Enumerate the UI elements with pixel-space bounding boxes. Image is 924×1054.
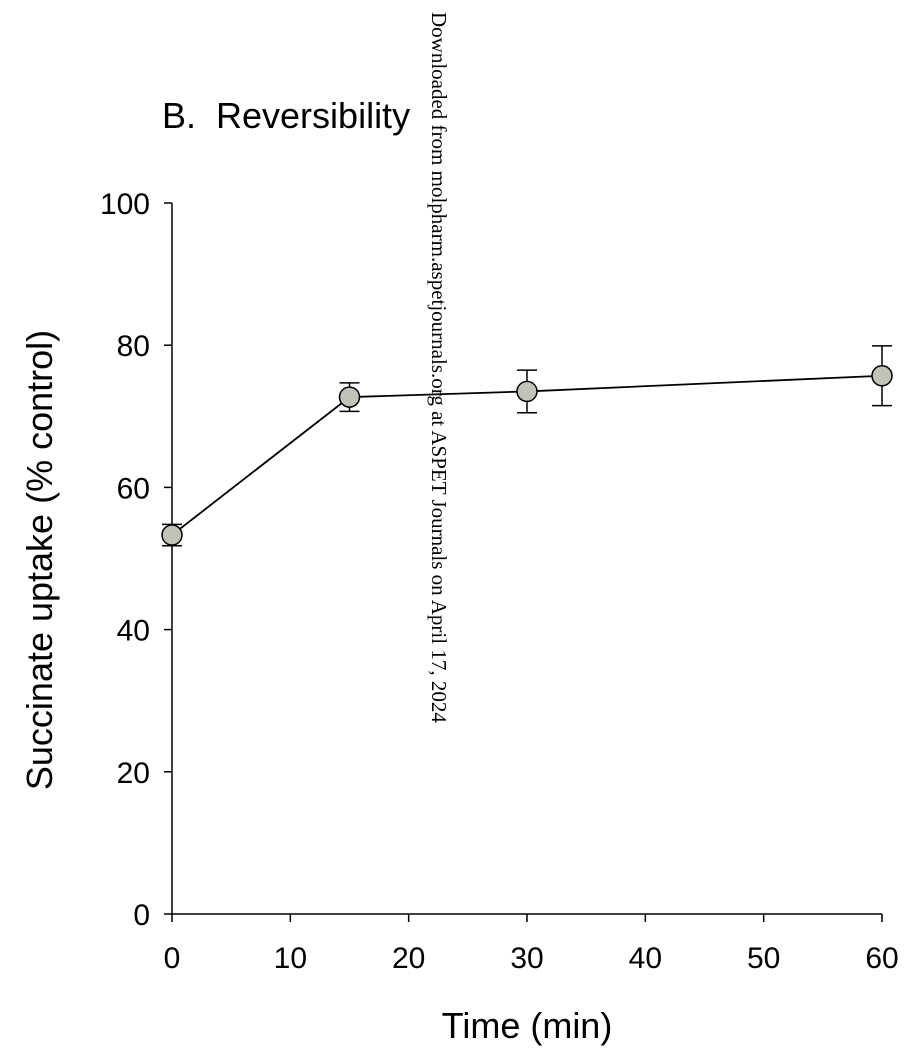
- y-axis-title: Succinate uptake (% control): [19, 330, 60, 790]
- y-tick-label: 0: [133, 899, 150, 932]
- axes: [171, 203, 882, 915]
- x-tick-label: 30: [510, 942, 543, 975]
- series-line: [171, 374, 883, 536]
- x-tick-label: 60: [865, 942, 898, 975]
- y-tick-label: 20: [117, 757, 150, 790]
- x-tick-label: 20: [392, 942, 425, 975]
- x-tick-label: 40: [629, 942, 662, 975]
- y-tick-label: 40: [117, 615, 150, 648]
- y-tick-label: 100: [100, 188, 150, 221]
- x-tick-label: 10: [274, 942, 307, 975]
- data-point: [338, 386, 361, 408]
- y-tick-label: 60: [117, 472, 150, 505]
- data-point: [516, 380, 538, 403]
- data-series: [161, 345, 893, 547]
- watermark-text: Downloaded from molpharm.aspetjournals.o…: [427, 12, 451, 723]
- x-axis-title: Time (min): [442, 1005, 613, 1046]
- x-tick-label: 50: [747, 942, 780, 975]
- chart-title: B. Reversibility: [162, 95, 410, 136]
- data-point: [161, 524, 183, 546]
- y-tick-label: 80: [117, 330, 150, 363]
- data-point: [871, 365, 893, 387]
- ticks: 0 10 20 30 40 50 60 0 20 40 60 80 100: [100, 188, 899, 975]
- x-tick-label: 0: [164, 942, 181, 975]
